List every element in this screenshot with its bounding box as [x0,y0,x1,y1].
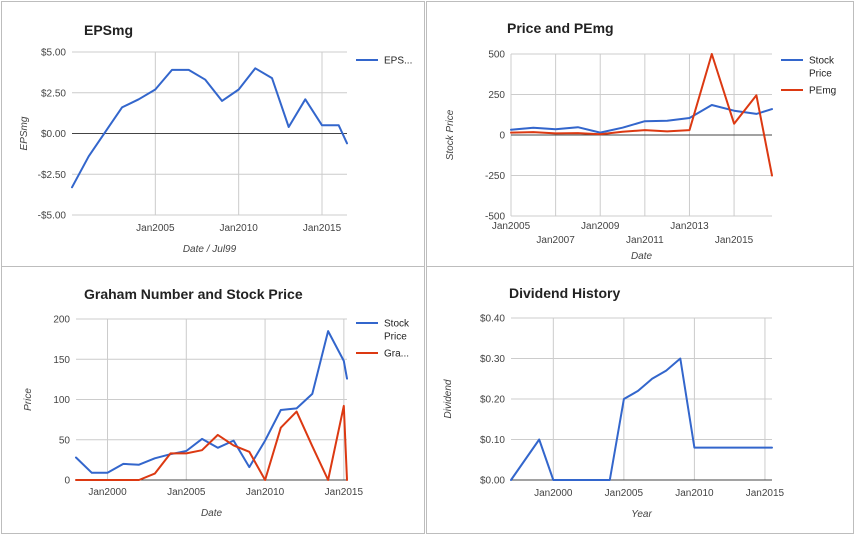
x-tick-label: Jan2013 [670,221,709,232]
y-axis-label: Price [23,388,34,411]
x-tick-label: Jan2015 [746,488,785,499]
graham-chart-panel: Graham Number and Stock Price 200 150 100 50… [1,266,425,534]
x-tick-label: Jan2005 [136,223,175,234]
x-tick-label: Jan2011 [626,235,664,246]
eps-chart-panel: EPSmg $5.00 $2.50 $0.00 -$2.50 -$5.00 Jan2005 J… [1,1,425,267]
y-tick-label: $2.50 [41,88,66,99]
x-tick-label: Jan2015 [303,223,342,234]
x-tick-label: Jan2015 [715,235,754,246]
y-axis-label: Stock Price [445,109,456,160]
x-tick-label: Jan2010 [675,488,714,499]
series-line [510,104,773,134]
x-tick-label: Jan2000 [534,488,573,499]
y-tick-label: 50 [59,435,71,446]
x-axis-label: Date / Jul99 [183,244,237,255]
y-tick-label: 500 [488,50,505,61]
dividend-chart: Dividend History $0.40 $0.30 $0.20 $0.10 $0.0… [443,285,785,520]
x-axis-label: Date [201,508,223,519]
x-tick-label: Jan2005 [492,221,531,232]
y-tick-label: $0.10 [480,435,505,446]
x-tick-label: Jan2000 [88,487,127,498]
x-tick-label: Jan2015 [325,487,364,498]
y-tick-label: $0.00 [480,476,505,487]
legend-label: Gra... [384,349,409,360]
x-tick-label: Jan2010 [219,223,258,234]
chart-title: Price and PEmg [507,20,614,36]
legend-label: PEmg [809,86,836,97]
y-axis-label: Dividend [443,379,454,418]
x-tick-label: Jan2005 [605,488,644,499]
y-tick-label: $0.30 [480,354,505,365]
dividend-chart-panel: Dividend History $0.40 $0.30 $0.20 $0.10 $0.0… [426,266,854,534]
eps-chart: EPSmg $5.00 $2.50 $0.00 -$2.50 -$5.00 Jan2005 J… [19,22,412,255]
x-tick-label: Jan2005 [167,487,206,498]
y-tick-label: -$5.00 [38,211,67,222]
x-tick-label: Jan2007 [536,235,575,246]
y-tick-label: 0 [64,476,70,487]
legend-label: Stock Price [384,319,410,343]
y-tick-label: $0.20 [480,395,505,406]
y-tick-label: $0.40 [480,314,505,325]
series-line [510,357,773,481]
y-tick-label: 100 [53,395,70,406]
y-tick-label: -250 [485,171,505,182]
series-line [71,67,348,189]
y-tick-label: 200 [53,315,70,326]
price-pe-chart-panel: Price and PEmg 500 250 0 -250 -500 Jan2005 Jan2… [426,1,854,267]
x-tick-label: Jan2010 [246,487,285,498]
y-tick-label: -500 [485,212,505,223]
series-line [75,330,348,474]
y-tick-label: 250 [488,90,505,101]
chart-title: Dividend History [509,285,620,301]
y-tick-label: $0.00 [41,129,66,140]
y-tick-label: $5.00 [41,48,66,59]
x-axis-label: Year [631,509,652,520]
legend-label: EPS... [384,56,412,67]
series-line [75,404,348,481]
x-tick-label: Jan2009 [581,221,620,232]
chart-title: EPSmg [84,22,133,38]
graham-chart: Graham Number and Stock Price 200 150 100 50… [23,286,410,519]
x-axis-label: Date [631,251,653,262]
series-line [510,53,773,177]
y-tick-label: 150 [53,355,70,366]
legend-label: Stock Price [809,56,835,80]
chart-title: Graham Number and Stock Price [84,286,303,302]
y-tick-label: 0 [499,131,505,142]
y-axis-label: EPSmg [19,116,30,150]
y-tick-label: -$2.50 [38,170,67,181]
